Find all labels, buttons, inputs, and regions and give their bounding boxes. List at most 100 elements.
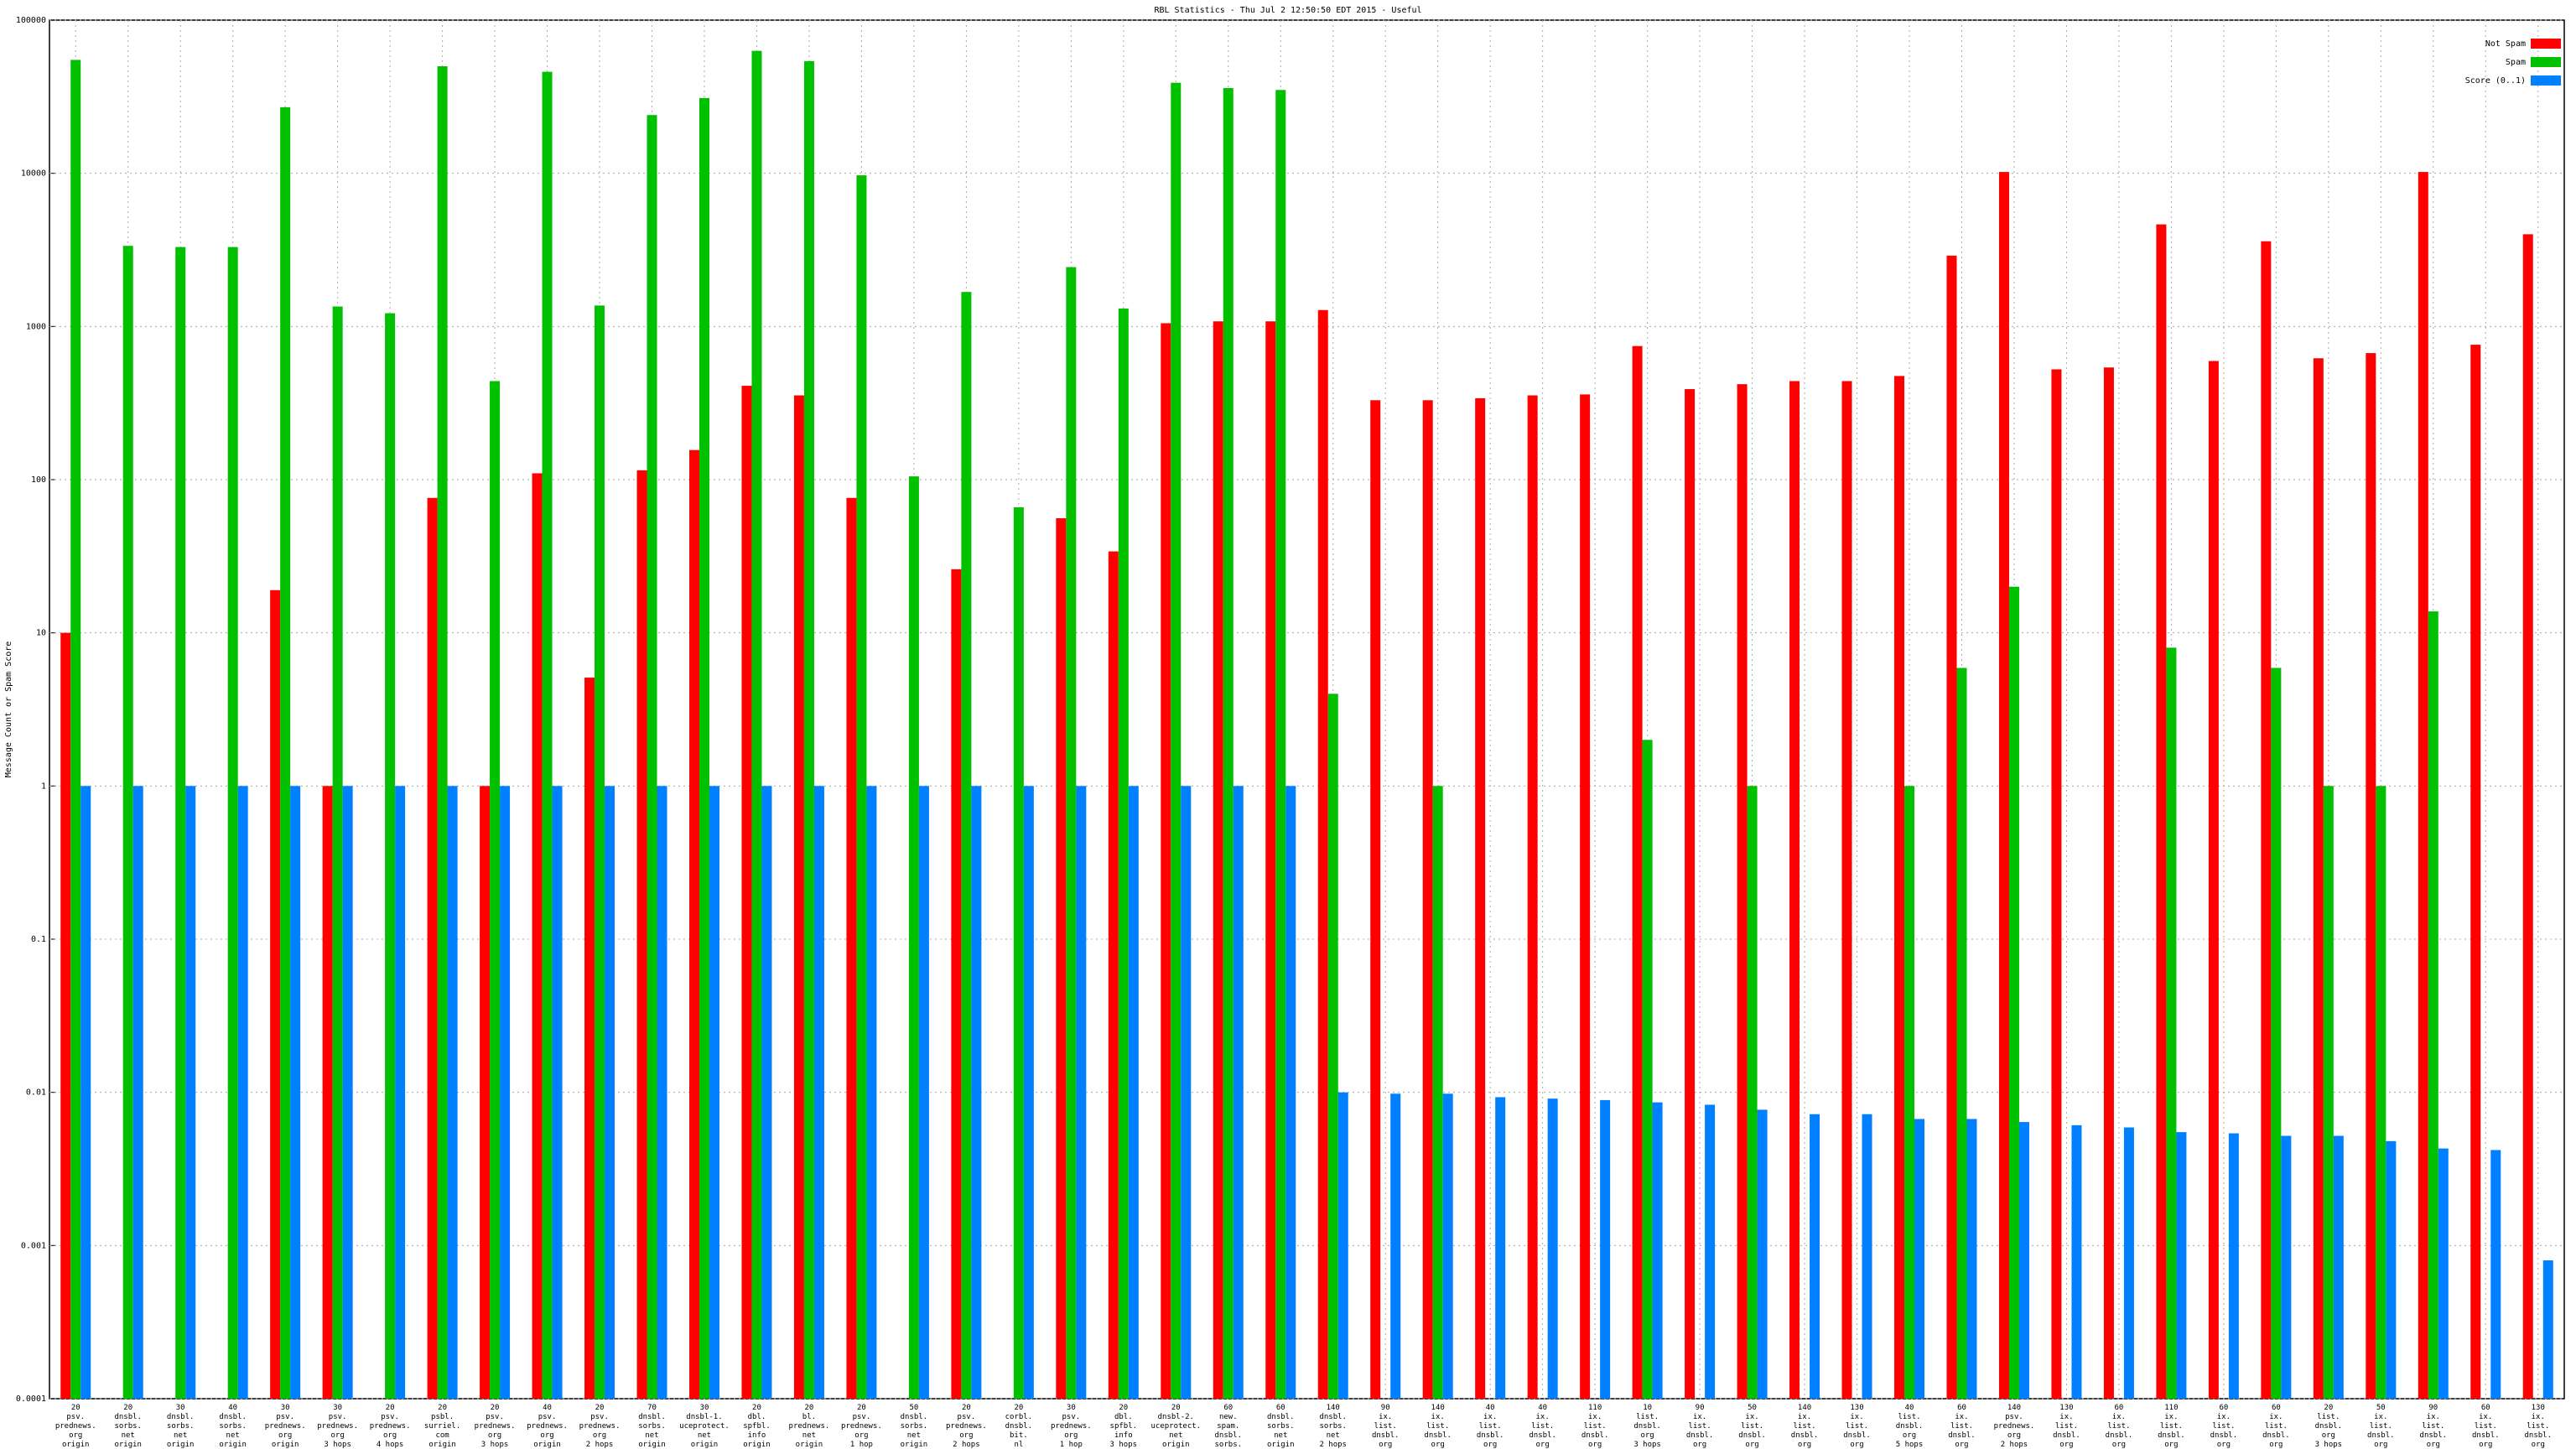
y-tick-label: 0.01 xyxy=(26,1088,46,1098)
x-tick-label: 40 dnsbl. sorbs. net origin xyxy=(219,1404,247,1449)
bar xyxy=(2542,1260,2553,1399)
bar xyxy=(1171,82,1182,1400)
bar xyxy=(1056,517,1067,1399)
x-tick-label: 50 ix. list. dnsbl. org 5 hops xyxy=(2367,1404,2395,1449)
bar xyxy=(2018,1122,2029,1399)
bar xyxy=(1108,551,1119,1399)
bar xyxy=(1789,381,1800,1399)
y-tick-label: 10000 xyxy=(21,169,46,179)
bar xyxy=(1894,376,1905,1399)
bar xyxy=(1213,321,1223,1400)
legend-swatch xyxy=(2531,39,2561,49)
bar xyxy=(605,786,615,1399)
bar xyxy=(1390,1093,1401,1399)
x-tick-label: 40 list. dnsbl. org 5 hops xyxy=(1895,1404,1924,1449)
bar xyxy=(447,786,458,1399)
bar xyxy=(2281,1135,2292,1399)
y-tick-label: 10 xyxy=(36,629,46,638)
bar xyxy=(1705,1104,1716,1399)
bar xyxy=(1066,267,1077,1400)
bar xyxy=(1737,384,1748,1400)
bar xyxy=(2051,369,2062,1399)
bar xyxy=(2156,224,2167,1399)
chart-title: RBL Statistics - Thu Jul 2 12:50:50 EDT … xyxy=(1154,6,1421,15)
bar xyxy=(2271,667,2282,1399)
bar xyxy=(2103,367,2114,1399)
bar xyxy=(1118,308,1129,1400)
x-tick-label: 130 ix. list. dnsbl. org 1 hop xyxy=(1843,1404,1871,1449)
bar xyxy=(2208,361,2219,1399)
bar xyxy=(1023,786,1034,1399)
x-tick-label: 60 ix. list. dnsbl. org origin xyxy=(2262,1404,2290,1449)
bar xyxy=(1265,321,1276,1400)
x-tick-label: 40 ix. list. dnsbl. org 2 hops xyxy=(1529,1404,1556,1449)
bar xyxy=(500,786,511,1399)
bar xyxy=(1223,88,1233,1400)
bar xyxy=(2008,586,2019,1399)
y-tick-label: 1000 xyxy=(26,322,46,331)
bar xyxy=(2176,1132,2187,1399)
x-tick-label: 20 corbl. dnsbl. bit. nl origin xyxy=(1005,1404,1033,1449)
bar xyxy=(2071,1124,2082,1399)
x-tick-label: 20 dnsbl-2. uceprotect. net origin xyxy=(1150,1404,1202,1449)
bar xyxy=(908,476,919,1399)
x-tick-label: 20 psv. prednews. org 2 hops xyxy=(579,1404,621,1449)
bar xyxy=(1966,1119,1977,1399)
bar xyxy=(846,497,857,1399)
x-tick-label: 130 ix. list. dnsbl. org 1 hop xyxy=(2053,1404,2080,1449)
x-tick-label: 30 dnsbl-1. uceprotect. net origin xyxy=(679,1404,730,1449)
bar xyxy=(1442,1093,1453,1399)
x-tick-label: 20 psv. prednews. org 4 hops xyxy=(369,1404,411,1449)
bar xyxy=(132,786,143,1399)
y-tick-label: 0.0001 xyxy=(16,1394,46,1404)
bar xyxy=(2376,786,2386,1399)
bar xyxy=(2428,611,2438,1399)
bar xyxy=(70,60,81,1399)
bar xyxy=(542,71,553,1399)
bar xyxy=(1370,400,1381,1399)
x-tick-label: 50 ix. list. dnsbl. org 5 hops xyxy=(1738,1404,1766,1449)
x-tick-label: 30 psv. prednews. org 1 hop xyxy=(1050,1404,1092,1449)
bar xyxy=(1317,309,1328,1399)
bar xyxy=(1233,786,1244,1399)
bar xyxy=(1946,255,1957,1399)
bar xyxy=(185,786,196,1399)
y-tick-label: 1 xyxy=(41,782,46,791)
bar xyxy=(647,115,657,1400)
bar xyxy=(2166,647,2177,1399)
bar xyxy=(1632,345,1643,1399)
y-tick-label: 0.001 xyxy=(21,1241,46,1250)
bar xyxy=(2228,1133,2239,1399)
x-tick-label: 20 dnsbl. sorbs. net origin xyxy=(114,1404,142,1449)
bar xyxy=(1327,693,1338,1399)
bar xyxy=(1642,740,1653,1399)
bar xyxy=(1285,786,1296,1399)
bar xyxy=(951,569,962,1399)
bar xyxy=(709,786,719,1399)
x-tick-label: 130 ix. list. dnsbl. org origin xyxy=(2524,1404,2552,1449)
bar xyxy=(427,497,438,1399)
plot-frame xyxy=(49,19,2565,1400)
x-tick-label: 10 list. dnsbl. org 3 hops xyxy=(1633,1404,1661,1449)
bar xyxy=(490,381,501,1399)
bar xyxy=(270,589,281,1399)
bar xyxy=(2418,172,2428,1399)
bar xyxy=(60,632,71,1399)
bar xyxy=(175,247,186,1399)
x-tick-label: 40 psv. prednews. org origin xyxy=(527,1404,568,1449)
bar xyxy=(1841,381,1852,1399)
bar xyxy=(227,247,238,1399)
bar xyxy=(342,786,353,1399)
bar xyxy=(1600,1099,1611,1399)
x-tick-label: 20 bl. prednews. net origin xyxy=(788,1404,830,1449)
bar xyxy=(437,65,448,1399)
bar xyxy=(280,106,291,1400)
bar xyxy=(1128,786,1139,1399)
bar xyxy=(1862,1114,1872,1399)
bar xyxy=(1076,786,1087,1399)
x-tick-label: 90 ix. list. dnsbl. org 3 hops xyxy=(1685,1404,1714,1449)
bar xyxy=(395,786,406,1399)
x-tick-label: 20 dbl. spfbl. info 3 hops xyxy=(1109,1404,1138,1449)
bar xyxy=(2366,353,2376,1400)
